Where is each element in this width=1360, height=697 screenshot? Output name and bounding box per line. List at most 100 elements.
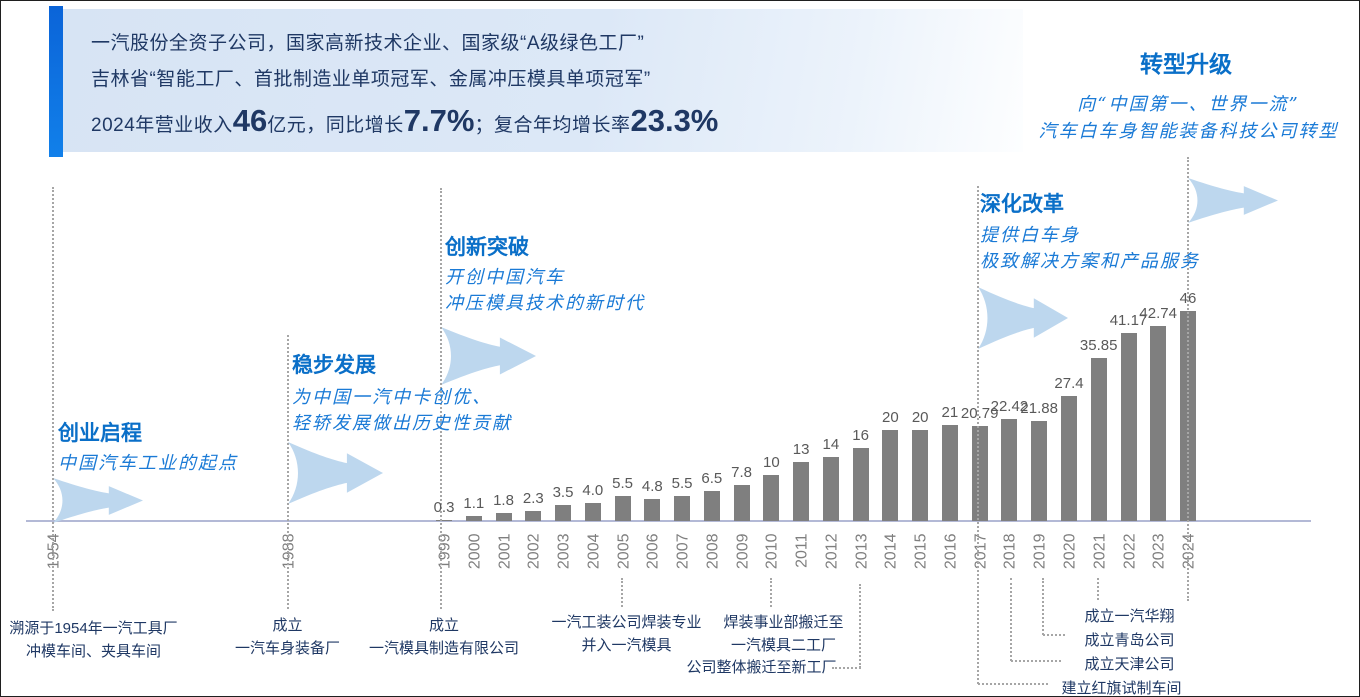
bar-value-2023: 42.74	[1139, 305, 1177, 323]
year-tick-2012: 2012	[823, 533, 841, 570]
bar-2005	[614, 495, 631, 521]
bar-2012	[822, 457, 839, 521]
bar-value-2013: 16	[852, 427, 869, 444]
year-tick-2017: 2017	[972, 533, 990, 570]
era-title-deep-reform: 深化改革	[980, 193, 1064, 216]
year-tick-2002: 2002	[525, 533, 543, 570]
note-line: 公司整体搬迁至新工厂	[686, 659, 837, 676]
growth-arrow-icon	[441, 327, 536, 385]
bar-value-2022: 41.17	[1109, 312, 1148, 330]
era-title-innovation: 创新突破	[445, 236, 529, 259]
growth-arrow-icon	[1188, 178, 1278, 223]
guide-stub-2013	[859, 584, 861, 668]
bar-2006	[644, 499, 661, 521]
bar-2000	[465, 516, 482, 521]
guide-2024	[1187, 157, 1189, 601]
bar-value-2018: 22.42	[990, 397, 1029, 415]
bar-2014	[882, 429, 899, 521]
bar-value-2001: 1.8	[493, 491, 514, 509]
year-tick-2022: 2022	[1121, 533, 1138, 570]
bar-value-2024: 46	[1179, 290, 1197, 308]
bar-2002	[525, 510, 542, 521]
bar-value-2012: 14	[822, 436, 840, 454]
guide-stub-2019	[1042, 578, 1044, 635]
bar-2008	[703, 491, 720, 521]
cagr-label: ；复合年均增长率	[474, 115, 631, 136]
year-tick-2023: 2023	[1150, 533, 1168, 570]
note-2013: 公司整体搬迁至新工厂	[679, 656, 844, 679]
guide-stub-2021	[1097, 578, 1099, 600]
x-axis-line	[26, 520, 1311, 522]
year-tick-2004: 2004	[585, 533, 603, 570]
bar-2013	[852, 448, 869, 521]
bar-2023	[1150, 326, 1167, 521]
bar-value-2002: 2.3	[522, 489, 544, 507]
note-1988: 成立 一汽车身装备厂	[215, 614, 360, 660]
bar-value-2021: 35.85	[1079, 336, 1118, 354]
year-tick-2018: 2018	[1001, 533, 1019, 570]
bar-2009	[733, 485, 750, 521]
growth-arrow-icon	[288, 442, 383, 504]
year-tick-2019: 2019	[1031, 533, 1049, 570]
bar-value-2008: 6.5	[701, 470, 723, 488]
era-desc-line: 为中国一汽中卡创优、	[292, 387, 492, 408]
era-desc-line: 开创中国汽车	[445, 267, 565, 288]
year-tick-2021: 2021	[1091, 533, 1109, 570]
bar-value-2003: 3.5	[552, 484, 574, 501]
note-line: 成立	[428, 617, 459, 634]
bar-value-2020: 27.4	[1054, 375, 1084, 393]
era-desc-line: 汽车白车身智能装备科技公司转型	[1038, 121, 1339, 142]
year-tick-2016: 2016	[942, 533, 960, 570]
guide-stub-2010	[770, 578, 772, 607]
bar-value-2006: 4.8	[641, 478, 663, 496]
era-desc-line: 向“中国第一、世界一流”	[1077, 94, 1300, 115]
era-desc-line: 冲压模具技术的新时代	[445, 293, 645, 314]
year-tick-2006: 2006	[644, 533, 662, 570]
bar-2015	[912, 429, 929, 521]
guide-1999	[440, 188, 442, 609]
bar-value-2017: 20.79	[960, 405, 999, 423]
growth-arrow-icon	[978, 287, 1068, 349]
bar-2016	[941, 425, 958, 521]
cagr-value: 23.3%	[630, 103, 719, 138]
note-line: 冲模车间、夹具车间	[25, 643, 161, 660]
year-tick-1999: 1999	[436, 533, 454, 570]
bar-value-2009: 7.8	[731, 464, 753, 482]
year-tick-2020: 2020	[1061, 533, 1079, 570]
note-line: 成立一汽华翔	[1084, 608, 1175, 625]
note-line: 建立红旗试制车间	[1061, 680, 1182, 697]
guide-stub-2018	[1010, 578, 1012, 661]
note-line: 一汽模具二工厂	[730, 637, 836, 654]
era-desc-innovation: 开创中国汽车 冲压模具技术的新时代	[445, 265, 645, 317]
bar-2020	[1061, 396, 1077, 521]
guide-1954	[52, 187, 54, 611]
header-line-1: 一汽股份全资子公司，国家高新技术企业、国家级“A级绿色工厂”	[91, 33, 645, 54]
year-tick-2014: 2014	[882, 533, 900, 570]
guide-stub-2005	[621, 578, 623, 607]
note-1999: 成立 一汽模具制造有限公司	[359, 614, 529, 660]
bar-2022	[1120, 333, 1137, 521]
era-desc-steady-growth: 为中国一汽中卡创优、 轻轿发展做出历史性贡献	[292, 385, 512, 437]
note-2005: 一汽工装公司焊装专业 并入一汽模具	[539, 611, 714, 657]
era-desc-line: 极致解决方案和产品服务	[980, 251, 1200, 272]
guide-elbow-2018	[1011, 660, 1061, 662]
bar-2018	[1001, 418, 1018, 521]
guide-1988	[287, 335, 289, 609]
year-tick-2009: 2009	[734, 533, 752, 570]
era-title-transformation: 转型升级	[1140, 51, 1232, 77]
note-2010: 焊装事业部搬迁至 一汽模具二工厂	[701, 611, 866, 657]
year-tick-2015: 2015	[912, 533, 930, 570]
year-tick-2000: 2000	[466, 533, 484, 570]
note-line: 成立	[272, 617, 303, 634]
era-desc-line: 提供白车身	[980, 225, 1080, 246]
revenue-value: 46	[232, 103, 268, 138]
note-line: 成立青岛公司	[1084, 632, 1175, 649]
bar-2019	[1031, 421, 1048, 521]
bar-value-2004: 4.0	[582, 481, 604, 499]
bar-2004	[584, 502, 601, 521]
bar-2003	[555, 505, 571, 521]
bar-value-2014: 20	[882, 408, 899, 426]
note-1954: 溯源于1954年一汽工具厂 冲模车间、夹具车间	[1, 617, 186, 663]
note-2017: 建立红旗试制车间	[1049, 677, 1194, 697]
bar-1999	[436, 519, 452, 521]
